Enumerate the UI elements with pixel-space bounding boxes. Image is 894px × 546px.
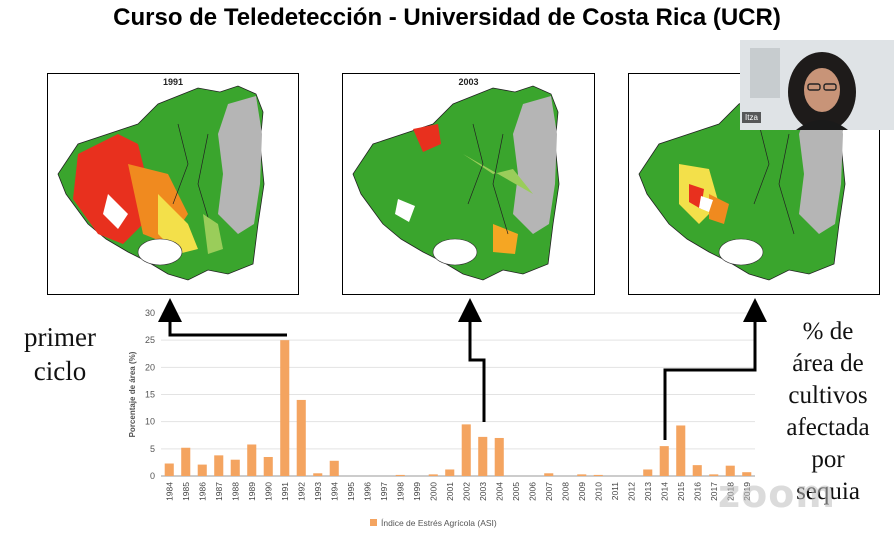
legend-swatch [370, 519, 377, 526]
right-caption-line: sequia [796, 478, 860, 505]
participant-video[interactable]: Itza [740, 40, 894, 130]
x-tick-label: 1988 [230, 482, 240, 501]
x-tick-label: 1995 [346, 482, 356, 501]
right-caption-line: % de [802, 318, 854, 345]
bar [329, 460, 339, 476]
left-caption: primer ciclo [10, 320, 110, 389]
map-panel-1991: 1991 [47, 73, 299, 295]
participant-name: Itza [742, 112, 761, 123]
x-tick-label: 2012 [626, 482, 636, 501]
bar [428, 474, 438, 476]
x-tick-label: 1996 [362, 482, 372, 501]
x-tick-label: 2002 [461, 482, 471, 501]
x-tick-label: 1993 [313, 482, 323, 501]
y-tick-label: 5 [150, 444, 155, 454]
x-tick-label: 1994 [329, 482, 339, 501]
x-tick-label: 1990 [263, 482, 273, 501]
bar [461, 424, 471, 476]
bar [593, 474, 603, 476]
x-tick-label: 2006 [527, 482, 537, 501]
bar [725, 465, 735, 476]
x-tick-label: 1997 [379, 482, 389, 501]
map-panel-2003: 2003 [342, 73, 595, 295]
legend-label: Índice de Estrés Agrícola (ASI) [381, 518, 497, 528]
x-tick-label: 2009 [577, 482, 587, 501]
bar [313, 473, 323, 476]
bar [214, 455, 224, 476]
x-tick-label: 1992 [296, 482, 306, 501]
x-tick-label: 2010 [593, 482, 603, 501]
bar [709, 474, 719, 476]
x-tick-label: 2005 [511, 482, 521, 501]
x-tick-label: 2018 [725, 482, 735, 501]
x-tick-label: 1986 [197, 482, 207, 501]
bar [181, 447, 191, 476]
map-year-label: 1991 [162, 77, 184, 87]
bar [395, 474, 405, 476]
x-tick-label: 2016 [692, 482, 702, 501]
bar [577, 474, 587, 476]
bar [742, 472, 752, 476]
y-tick-label: 25 [145, 335, 155, 345]
x-tick-label: 1984 [164, 482, 174, 501]
x-tick-label: 2017 [709, 482, 719, 501]
x-tick-label: 2001 [445, 482, 455, 501]
x-tick-label: 1998 [395, 482, 405, 501]
bar [280, 340, 290, 476]
x-tick-label: 2008 [560, 482, 570, 501]
bar [230, 459, 240, 476]
bar [247, 444, 257, 476]
right-caption: % de área de cultivos afectada por sequi… [764, 316, 892, 508]
participant-avatar [740, 40, 894, 130]
x-tick-label: 2000 [428, 482, 438, 501]
y-tick-label: 10 [145, 417, 155, 427]
right-caption-line: área de [792, 350, 864, 377]
y-tick-label: 20 [145, 362, 155, 372]
bar [197, 464, 207, 476]
x-tick-label: 2004 [494, 482, 504, 501]
x-tick-label: 2015 [676, 482, 686, 501]
bar [296, 399, 306, 476]
x-tick-label: 1987 [214, 482, 224, 501]
right-caption-line: por [811, 446, 845, 473]
x-tick-label: 2019 [742, 482, 752, 501]
left-caption-line: primer [24, 322, 96, 352]
x-tick-label: 1991 [280, 482, 290, 501]
bar [676, 425, 686, 476]
chart-svg: 0 5 10 15 20 25 30 Porcentaje de área (%) 1984 19… [128, 308, 755, 528]
left-caption-line: ciclo [33, 356, 87, 387]
map-panel-2014 [628, 73, 880, 295]
bar [445, 469, 455, 476]
x-tick-label: 2014 [659, 482, 669, 501]
bar [544, 473, 554, 476]
y-tick-label: 15 [145, 390, 155, 400]
x-tick-label: 2007 [544, 482, 554, 501]
bar [643, 469, 653, 476]
x-tick-label: 2011 [610, 482, 620, 501]
asi-bar-chart: 0 5 10 15 20 25 30 Porcentaje de área (%) 1984 19… [115, 301, 765, 541]
x-tick-label: 1985 [181, 482, 191, 501]
y-tick-label: 0 [150, 471, 155, 481]
x-tick-label: 2003 [478, 482, 488, 501]
zoom-watermark: zoom [718, 472, 836, 516]
bar [478, 436, 488, 476]
y-tick-label: 30 [145, 308, 155, 318]
x-tick-label: 2013 [643, 482, 653, 501]
bar [494, 437, 504, 476]
drought-map-1991 [57, 85, 265, 281]
bar [263, 456, 273, 476]
right-caption-line: cultivos [788, 382, 868, 409]
bar [659, 446, 669, 476]
x-tick-label: 1999 [412, 482, 422, 501]
drought-map-2014 [638, 85, 846, 281]
bar [164, 463, 174, 476]
drought-map-2003 [352, 85, 560, 281]
slide-title: Curso de Teledetección - Universidad de … [113, 4, 781, 31]
y-axis-label: Porcentaje de área (%) [128, 351, 137, 437]
x-tick-label: 1989 [247, 482, 257, 501]
bar [692, 465, 702, 476]
map-year-label: 2003 [458, 77, 479, 87]
right-caption-line: afectada [786, 414, 870, 441]
